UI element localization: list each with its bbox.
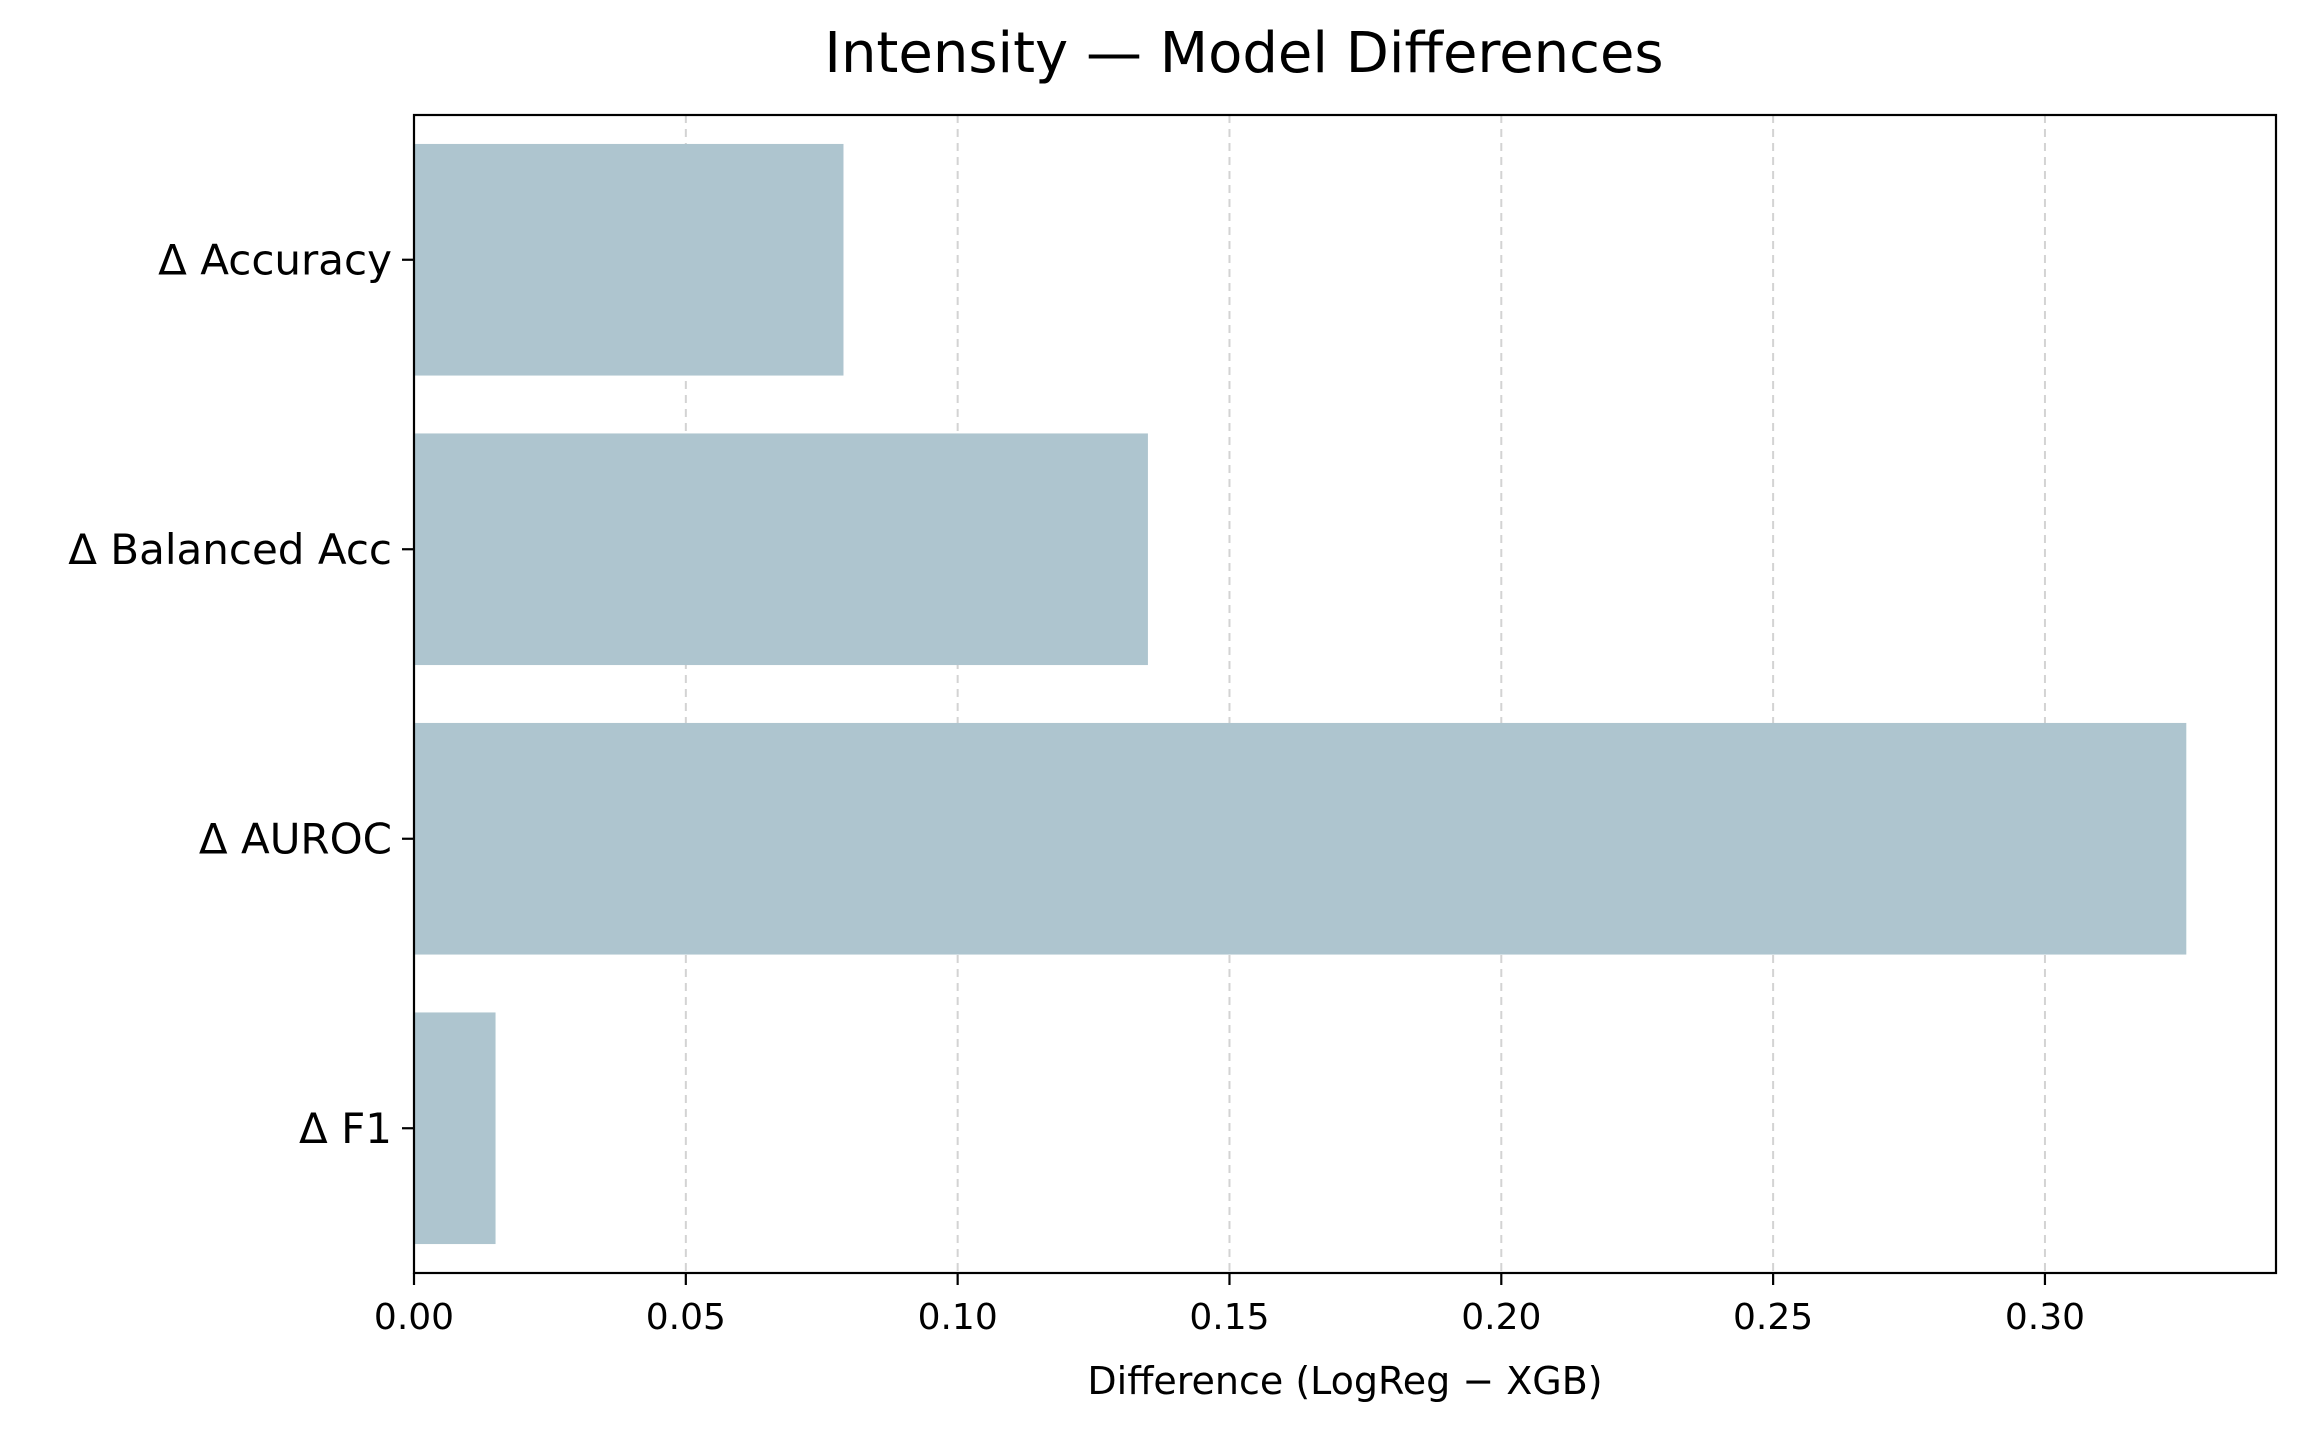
y-tick-label: Δ AUROC: [199, 814, 392, 863]
bar: [414, 722, 2187, 955]
x-tick-label: 0.25: [1733, 1297, 1813, 1338]
y-axis-ticks: Δ Accuracy Δ Balanced Acc Δ AUROC Δ F1: [68, 235, 414, 1153]
x-tick-label: 0.15: [1189, 1297, 1269, 1338]
bar: [414, 1012, 496, 1245]
x-axis-ticks: 0.00 0.05 0.10 0.15 0.20 0.25 0.30: [374, 1273, 2085, 1338]
grid-lines: [684, 115, 2046, 1273]
chart-title: Intensity — Model Differences: [824, 21, 1663, 86]
bar: [414, 433, 1148, 666]
x-tick-label: 0.20: [1461, 1297, 1541, 1338]
x-axis-label: Difference (LogReg − XGB): [1087, 1359, 1602, 1403]
y-tick-label: Δ F1: [299, 1104, 392, 1153]
bars: [414, 143, 2187, 1245]
x-tick-label: 0.10: [918, 1297, 998, 1338]
x-tick-label: 0.30: [2005, 1297, 2085, 1338]
plot-frame: [412, 113, 2278, 1275]
x-tick-label: 0.00: [374, 1297, 454, 1338]
y-tick-label: Δ Balanced Acc: [68, 525, 392, 574]
y-tick-label: Δ Accuracy: [158, 235, 392, 284]
x-tick-label: 0.05: [646, 1297, 726, 1338]
bar: [414, 143, 844, 376]
